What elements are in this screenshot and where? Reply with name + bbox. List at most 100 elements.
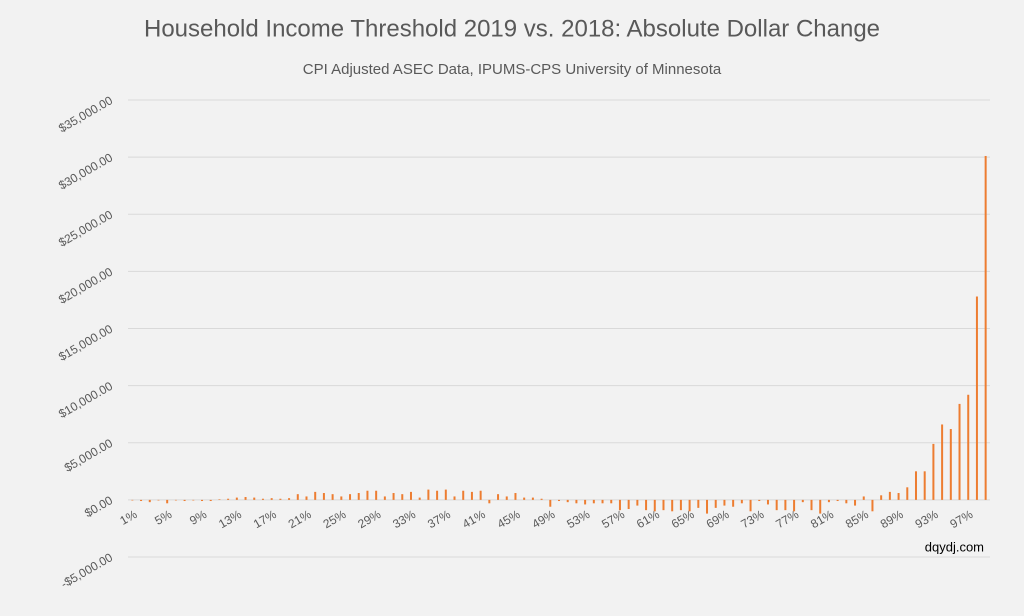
bar — [349, 494, 352, 500]
bar — [470, 491, 473, 500]
bar — [514, 493, 517, 500]
bar — [810, 499, 813, 511]
bar — [253, 497, 256, 500]
bar — [688, 499, 691, 512]
bar — [331, 494, 334, 500]
bar — [618, 499, 621, 511]
bar — [201, 499, 204, 502]
bar — [854, 499, 857, 506]
bar — [888, 491, 891, 500]
bar — [322, 493, 325, 500]
bar — [653, 499, 656, 512]
bar — [296, 494, 299, 500]
bar — [392, 493, 395, 500]
bar — [192, 499, 195, 501]
bar — [827, 499, 830, 503]
bar — [288, 498, 291, 500]
bar — [444, 489, 447, 500]
bar — [140, 499, 143, 502]
bar — [923, 471, 926, 500]
bar — [383, 496, 386, 500]
bar — [235, 497, 238, 500]
bar — [244, 497, 247, 500]
bar — [967, 394, 970, 500]
bar — [566, 499, 569, 503]
bar — [906, 487, 909, 500]
bar — [340, 496, 343, 500]
bar — [706, 499, 709, 514]
bar — [801, 499, 804, 503]
bar — [662, 499, 665, 511]
bar — [679, 499, 682, 511]
bar — [627, 499, 630, 510]
bar — [462, 490, 465, 500]
bar — [601, 499, 604, 504]
bar — [505, 496, 508, 500]
bar — [914, 471, 917, 500]
bar — [584, 499, 587, 505]
chart-subtitle: CPI Adjusted ASEC Data, IPUMS-CPS Univer… — [303, 61, 722, 78]
bar — [714, 499, 717, 508]
bar — [314, 491, 317, 500]
bar — [305, 496, 308, 500]
bar — [671, 499, 674, 512]
bar — [366, 490, 369, 500]
bar — [375, 490, 378, 500]
bar — [862, 496, 865, 500]
bar — [610, 499, 613, 504]
bar — [636, 499, 639, 506]
bar — [558, 499, 560, 502]
watermark: dqydj.com — [925, 539, 984, 554]
bar — [697, 499, 700, 508]
bar — [209, 499, 212, 502]
bar — [941, 424, 944, 500]
bar — [279, 498, 282, 500]
bar — [749, 499, 752, 512]
bar — [270, 498, 273, 500]
bar — [409, 491, 412, 500]
bar — [479, 490, 482, 500]
bar — [549, 499, 552, 507]
bar — [401, 494, 404, 500]
chart-title: Household Income Threshold 2019 vs. 2018… — [144, 15, 880, 42]
bar — [975, 296, 978, 500]
bar — [427, 489, 430, 500]
bar — [157, 499, 160, 501]
bar — [148, 499, 151, 503]
bar — [357, 493, 360, 500]
bar — [949, 429, 952, 500]
bar — [740, 499, 743, 504]
bar — [775, 499, 778, 511]
bar — [984, 155, 987, 500]
bar — [732, 499, 735, 507]
bar — [836, 499, 839, 502]
bar — [218, 499, 221, 500]
bar — [418, 497, 421, 500]
bar — [897, 493, 900, 500]
bar — [131, 499, 134, 501]
bar — [819, 499, 822, 514]
bar — [766, 499, 769, 505]
bar — [958, 403, 961, 500]
bar — [436, 490, 439, 500]
bar — [592, 499, 595, 504]
bar — [723, 499, 726, 506]
bar — [932, 443, 935, 500]
bar — [523, 497, 526, 500]
bar — [758, 499, 761, 502]
bar — [845, 499, 848, 504]
bar — [871, 499, 874, 512]
bar — [575, 499, 578, 504]
bar — [488, 499, 491, 504]
bar — [183, 499, 186, 502]
bar — [531, 497, 534, 500]
bar — [453, 496, 456, 500]
bar — [880, 495, 883, 500]
bar — [793, 499, 796, 512]
bar — [497, 494, 500, 500]
bar — [645, 499, 648, 511]
bar — [166, 499, 169, 504]
bar — [540, 498, 543, 500]
